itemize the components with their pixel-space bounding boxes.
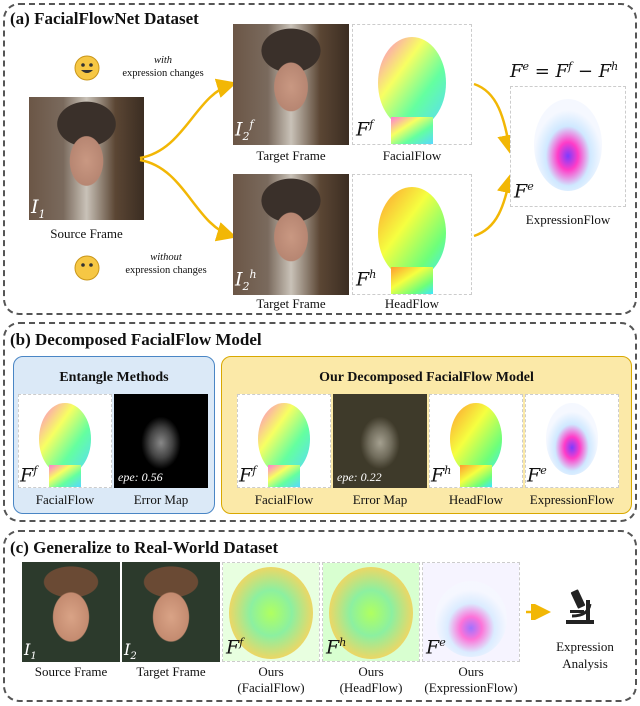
headflow-caption: HeadFlow (384, 296, 440, 311)
real-facialflow-symbol: Ff (226, 636, 244, 659)
target-frame-top-caption: Target Frame (256, 148, 326, 163)
real-source-caption: Source Frame (34, 664, 108, 679)
target-frame-bottom-symbol: I2h (235, 268, 257, 294)
equation: Fe = Ff − Fh (510, 60, 619, 82)
expression-analysis-label: Expression Analysis (556, 639, 614, 671)
real-expressionflow-image (422, 562, 520, 662)
real-expressionflow-caption: Ours (ExpressionFlow) (424, 664, 518, 695)
entangle-epe-value: epe: 0.56 (118, 470, 163, 484)
target-frame-bottom-image (233, 174, 349, 295)
facialflow-caption: FacialFlow (382, 148, 442, 163)
source-frame-caption: Source Frame (50, 226, 123, 241)
target-frame-top-image (233, 24, 349, 145)
decomposed-expressionflow-image (525, 394, 619, 488)
panel-c-title: (c) Generalize to Real-World Dataset (10, 538, 279, 557)
entangle-facialflow-image (18, 394, 112, 488)
real-facialflow-image (222, 562, 320, 662)
entangle-error-map-image (114, 394, 208, 488)
headflow-image (352, 174, 472, 295)
entangle-error-map-caption: Error Map (133, 492, 189, 507)
decomposed-facialflow-symbol: Ff (239, 464, 257, 487)
real-facialflow-caption: Ours (FacialFlow) (237, 664, 305, 695)
decomposed-headflow-caption: HeadFlow (448, 492, 504, 507)
real-headflow-symbol: Fh (326, 636, 347, 659)
expressionflow-caption: ExpressionFlow (525, 212, 611, 227)
decomposed-headflow-image (429, 394, 523, 488)
with-label: with expression changes (122, 55, 204, 79)
panel-a (3, 3, 637, 315)
decomposed-facialflow-image (237, 394, 331, 488)
neutral-emoji-icon (74, 255, 100, 281)
decomposed-facialflow-caption: FacialFlow (254, 492, 314, 507)
real-source-frame-image (22, 562, 120, 662)
panel-a-arrows (139, 78, 518, 242)
panel-b-title: (b) Decomposed FacialFlow Model (10, 330, 262, 349)
entangle-facialflow-caption: FacialFlow (35, 492, 95, 507)
real-source-symbol: I1 (24, 640, 37, 663)
facialflow-image (352, 24, 472, 145)
panel-a-title: (a) FacialFlowNet Dataset (10, 9, 199, 28)
source-frame-symbol: I1 (31, 196, 46, 221)
real-target-frame-image (122, 562, 220, 662)
target-frame-top-symbol: I2f (235, 118, 254, 144)
expressionflow-image (510, 86, 626, 207)
real-expressionflow-symbol: Fe (426, 636, 446, 659)
real-headflow-image (322, 562, 420, 662)
decomposed-error-map-caption: Error Map (352, 492, 408, 507)
facialflow-symbol: Ff (356, 118, 374, 141)
decomposed-headflow-symbol: Fh (431, 464, 452, 487)
decomposed-expressionflow-symbol: Fe (527, 464, 547, 487)
decomposed-model-title: Our Decomposed FacialFlow Model (319, 370, 534, 385)
entangle-methods-title: Entangle Methods (59, 370, 169, 385)
panel-b (3, 322, 637, 522)
expressionflow-symbol: Fe (514, 180, 534, 203)
source-frame-image (29, 97, 144, 220)
without-label: without expression changes (125, 252, 207, 276)
decomposed-error-map-image (333, 394, 427, 488)
panel-c (3, 530, 637, 702)
microscope-icon (562, 586, 598, 626)
headflow-symbol: Fh (356, 268, 377, 291)
happy-emoji-icon (74, 55, 100, 81)
entangle-facialflow-symbol: Ff (20, 464, 38, 487)
target-frame-bottom-caption: Target Frame (256, 296, 326, 311)
decomposed-expressionflow-caption: ExpressionFlow (529, 492, 615, 507)
decomposed-epe-value: epe: 0.22 (337, 470, 382, 484)
analysis-arrow-icon (526, 604, 551, 620)
real-target-symbol: I2 (124, 640, 137, 663)
real-target-caption: Target Frame (136, 664, 206, 679)
real-headflow-caption: Ours (HeadFlow) (339, 664, 403, 695)
